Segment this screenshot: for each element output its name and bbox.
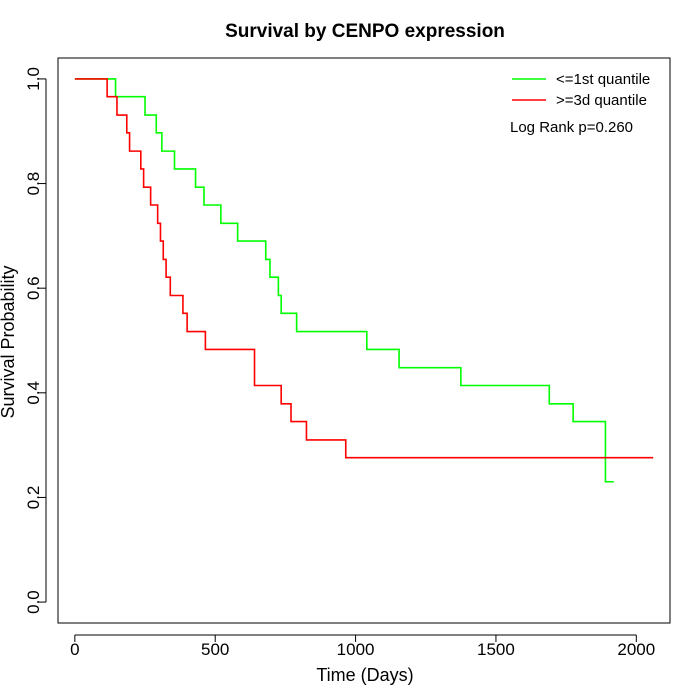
y-tick-label: 0.8: [24, 172, 43, 196]
x-tick-label: 2000: [617, 640, 655, 659]
series-line-low-quantile: [74, 78, 614, 483]
legend-label: <=1st quantile: [556, 71, 650, 88]
y-axis: 0.0 0.2 0.4 0.6 0.8 1.0: [24, 67, 47, 614]
y-tick-label: 0.4: [24, 381, 43, 405]
y-axis-label: Survival Probability: [0, 265, 18, 418]
legend: <=1st quantile >=3d quantile: [512, 71, 650, 109]
x-axis: 0 500 1000 1500 2000: [70, 634, 655, 659]
x-axis-label: Time (Days): [316, 665, 413, 685]
y-tick-label: 0.0: [24, 590, 43, 614]
series-line-high-quantile: [74, 78, 654, 459]
y-tick-label: 0.2: [24, 486, 43, 510]
y-tick-label: 1.0: [24, 67, 43, 91]
legend-label: >=3d quantile: [556, 92, 647, 109]
x-tick-label: 500: [201, 640, 229, 659]
chart-title: Survival by CENPO expression: [225, 21, 505, 42]
x-tick-label: 0: [70, 640, 79, 659]
plot-frame: [57, 57, 671, 624]
series-lines: [74, 78, 654, 483]
y-tick-label: 0.6: [24, 276, 43, 300]
log-rank-annotation: Log Rank p=0.260: [510, 119, 633, 136]
x-tick-label: 1000: [337, 640, 375, 659]
x-tick-label: 1500: [477, 640, 515, 659]
